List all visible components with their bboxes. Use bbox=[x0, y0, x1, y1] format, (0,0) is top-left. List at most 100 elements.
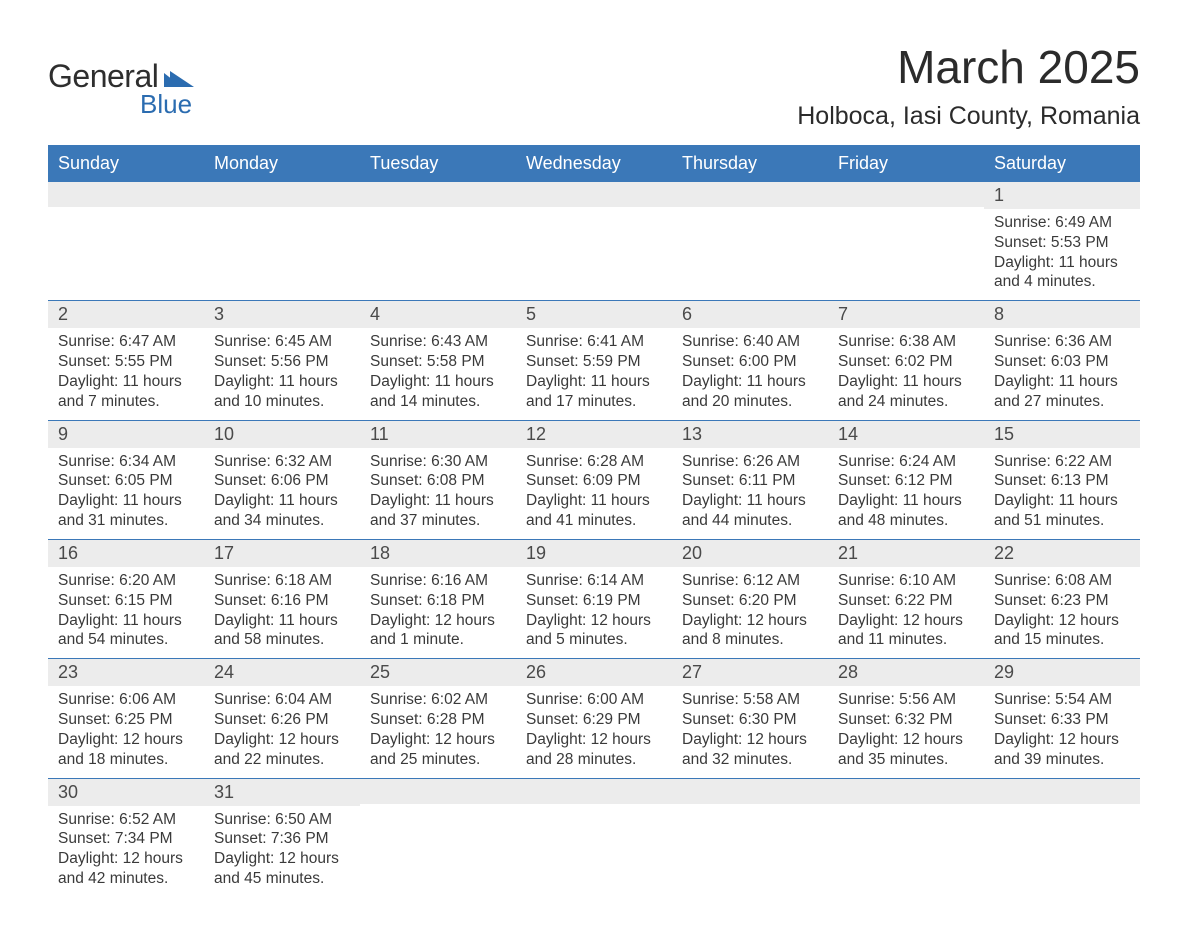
day-details: Sunrise: 6:45 AMSunset: 5:56 PMDaylight:… bbox=[204, 328, 360, 419]
day-number: 22 bbox=[984, 540, 1140, 567]
sunrise-text: Sunrise: 6:38 AM bbox=[838, 332, 974, 352]
day-number: 1 bbox=[984, 182, 1140, 209]
calendar-cell: 20Sunrise: 6:12 AMSunset: 6:20 PMDayligh… bbox=[672, 539, 828, 658]
day-number: 14 bbox=[828, 421, 984, 448]
day-number bbox=[672, 182, 828, 207]
calendar-week-row: 23Sunrise: 6:06 AMSunset: 6:25 PMDayligh… bbox=[48, 659, 1140, 778]
day-details bbox=[672, 804, 828, 816]
day-details bbox=[204, 207, 360, 219]
sunrise-text: Sunrise: 6:41 AM bbox=[526, 332, 662, 352]
day-number: 4 bbox=[360, 301, 516, 328]
page-header: General Blue March 2025 Holboca, Iasi Co… bbox=[48, 40, 1140, 131]
day-number: 10 bbox=[204, 421, 360, 448]
day-details bbox=[828, 804, 984, 816]
daylight-text: Daylight: 12 hours and 32 minutes. bbox=[682, 730, 818, 770]
col-saturday: Saturday bbox=[984, 145, 1140, 182]
sunset-text: Sunset: 6:11 PM bbox=[682, 471, 818, 491]
day-details: Sunrise: 6:08 AMSunset: 6:23 PMDaylight:… bbox=[984, 567, 1140, 658]
sunset-text: Sunset: 5:53 PM bbox=[994, 233, 1130, 253]
calendar-cell: 17Sunrise: 6:18 AMSunset: 6:16 PMDayligh… bbox=[204, 539, 360, 658]
daylight-text: Daylight: 11 hours and 37 minutes. bbox=[370, 491, 506, 531]
daylight-text: Daylight: 12 hours and 1 minute. bbox=[370, 611, 506, 651]
day-number: 6 bbox=[672, 301, 828, 328]
calendar-cell bbox=[828, 778, 984, 897]
day-details bbox=[516, 207, 672, 219]
daylight-text: Daylight: 11 hours and 27 minutes. bbox=[994, 372, 1130, 412]
sunrise-text: Sunrise: 5:58 AM bbox=[682, 690, 818, 710]
day-number: 11 bbox=[360, 421, 516, 448]
day-details: Sunrise: 6:43 AMSunset: 5:58 PMDaylight:… bbox=[360, 328, 516, 419]
calendar-cell: 24Sunrise: 6:04 AMSunset: 6:26 PMDayligh… bbox=[204, 659, 360, 778]
calendar-cell: 18Sunrise: 6:16 AMSunset: 6:18 PMDayligh… bbox=[360, 539, 516, 658]
day-details: Sunrise: 6:22 AMSunset: 6:13 PMDaylight:… bbox=[984, 448, 1140, 539]
daylight-text: Daylight: 11 hours and 51 minutes. bbox=[994, 491, 1130, 531]
sunrise-text: Sunrise: 5:56 AM bbox=[838, 690, 974, 710]
calendar-cell: 11Sunrise: 6:30 AMSunset: 6:08 PMDayligh… bbox=[360, 420, 516, 539]
sunset-text: Sunset: 6:28 PM bbox=[370, 710, 506, 730]
calendar-table: Sunday Monday Tuesday Wednesday Thursday… bbox=[48, 145, 1140, 897]
daylight-text: Daylight: 11 hours and 14 minutes. bbox=[370, 372, 506, 412]
day-details: Sunrise: 6:26 AMSunset: 6:11 PMDaylight:… bbox=[672, 448, 828, 539]
daylight-text: Daylight: 11 hours and 10 minutes. bbox=[214, 372, 350, 412]
calendar-cell: 21Sunrise: 6:10 AMSunset: 6:22 PMDayligh… bbox=[828, 539, 984, 658]
daylight-text: Daylight: 11 hours and 58 minutes. bbox=[214, 611, 350, 651]
day-details: Sunrise: 6:28 AMSunset: 6:09 PMDaylight:… bbox=[516, 448, 672, 539]
daylight-text: Daylight: 12 hours and 18 minutes. bbox=[58, 730, 194, 770]
day-details bbox=[360, 207, 516, 219]
sunrise-text: Sunrise: 6:36 AM bbox=[994, 332, 1130, 352]
calendar-cell bbox=[360, 778, 516, 897]
calendar-cell bbox=[828, 182, 984, 301]
day-details: Sunrise: 6:38 AMSunset: 6:02 PMDaylight:… bbox=[828, 328, 984, 419]
day-number: 28 bbox=[828, 659, 984, 686]
sunset-text: Sunset: 5:59 PM bbox=[526, 352, 662, 372]
sunrise-text: Sunrise: 6:43 AM bbox=[370, 332, 506, 352]
location-subtitle: Holboca, Iasi County, Romania bbox=[797, 102, 1140, 131]
day-details: Sunrise: 6:06 AMSunset: 6:25 PMDaylight:… bbox=[48, 686, 204, 777]
sunset-text: Sunset: 6:08 PM bbox=[370, 471, 506, 491]
brand-logo: General Blue bbox=[48, 40, 194, 120]
sunset-text: Sunset: 6:15 PM bbox=[58, 591, 194, 611]
sunset-text: Sunset: 6:19 PM bbox=[526, 591, 662, 611]
sunset-text: Sunset: 6:03 PM bbox=[994, 352, 1130, 372]
day-number: 25 bbox=[360, 659, 516, 686]
day-number: 7 bbox=[828, 301, 984, 328]
day-number bbox=[360, 779, 516, 804]
day-number: 15 bbox=[984, 421, 1140, 448]
sunrise-text: Sunrise: 6:12 AM bbox=[682, 571, 818, 591]
sunset-text: Sunset: 6:30 PM bbox=[682, 710, 818, 730]
sunset-text: Sunset: 5:56 PM bbox=[214, 352, 350, 372]
calendar-cell: 27Sunrise: 5:58 AMSunset: 6:30 PMDayligh… bbox=[672, 659, 828, 778]
day-number bbox=[828, 779, 984, 804]
day-number bbox=[360, 182, 516, 207]
day-details: Sunrise: 6:24 AMSunset: 6:12 PMDaylight:… bbox=[828, 448, 984, 539]
day-details: Sunrise: 6:50 AMSunset: 7:36 PMDaylight:… bbox=[204, 806, 360, 897]
daylight-text: Daylight: 11 hours and 24 minutes. bbox=[838, 372, 974, 412]
calendar-cell: 5Sunrise: 6:41 AMSunset: 5:59 PMDaylight… bbox=[516, 301, 672, 420]
sunset-text: Sunset: 6:32 PM bbox=[838, 710, 974, 730]
day-details: Sunrise: 6:14 AMSunset: 6:19 PMDaylight:… bbox=[516, 567, 672, 658]
day-number: 26 bbox=[516, 659, 672, 686]
daylight-text: Daylight: 11 hours and 54 minutes. bbox=[58, 611, 194, 651]
sunset-text: Sunset: 6:13 PM bbox=[994, 471, 1130, 491]
calendar-cell bbox=[984, 778, 1140, 897]
day-details: Sunrise: 6:32 AMSunset: 6:06 PMDaylight:… bbox=[204, 448, 360, 539]
calendar-week-row: 30Sunrise: 6:52 AMSunset: 7:34 PMDayligh… bbox=[48, 778, 1140, 897]
daylight-text: Daylight: 11 hours and 7 minutes. bbox=[58, 372, 194, 412]
calendar-cell: 12Sunrise: 6:28 AMSunset: 6:09 PMDayligh… bbox=[516, 420, 672, 539]
day-details: Sunrise: 6:04 AMSunset: 6:26 PMDaylight:… bbox=[204, 686, 360, 777]
sunset-text: Sunset: 6:20 PM bbox=[682, 591, 818, 611]
col-thursday: Thursday bbox=[672, 145, 828, 182]
day-details: Sunrise: 6:49 AMSunset: 5:53 PMDaylight:… bbox=[984, 209, 1140, 300]
daylight-text: Daylight: 11 hours and 48 minutes. bbox=[838, 491, 974, 531]
daylight-text: Daylight: 11 hours and 41 minutes. bbox=[526, 491, 662, 531]
calendar-cell: 9Sunrise: 6:34 AMSunset: 6:05 PMDaylight… bbox=[48, 420, 204, 539]
sunrise-text: Sunrise: 6:24 AM bbox=[838, 452, 974, 472]
day-details: Sunrise: 6:00 AMSunset: 6:29 PMDaylight:… bbox=[516, 686, 672, 777]
day-number: 2 bbox=[48, 301, 204, 328]
calendar-week-row: 2Sunrise: 6:47 AMSunset: 5:55 PMDaylight… bbox=[48, 301, 1140, 420]
day-details: Sunrise: 6:40 AMSunset: 6:00 PMDaylight:… bbox=[672, 328, 828, 419]
sunrise-text: Sunrise: 6:22 AM bbox=[994, 452, 1130, 472]
sunrise-text: Sunrise: 6:08 AM bbox=[994, 571, 1130, 591]
day-number: 16 bbox=[48, 540, 204, 567]
sunrise-text: Sunrise: 6:45 AM bbox=[214, 332, 350, 352]
